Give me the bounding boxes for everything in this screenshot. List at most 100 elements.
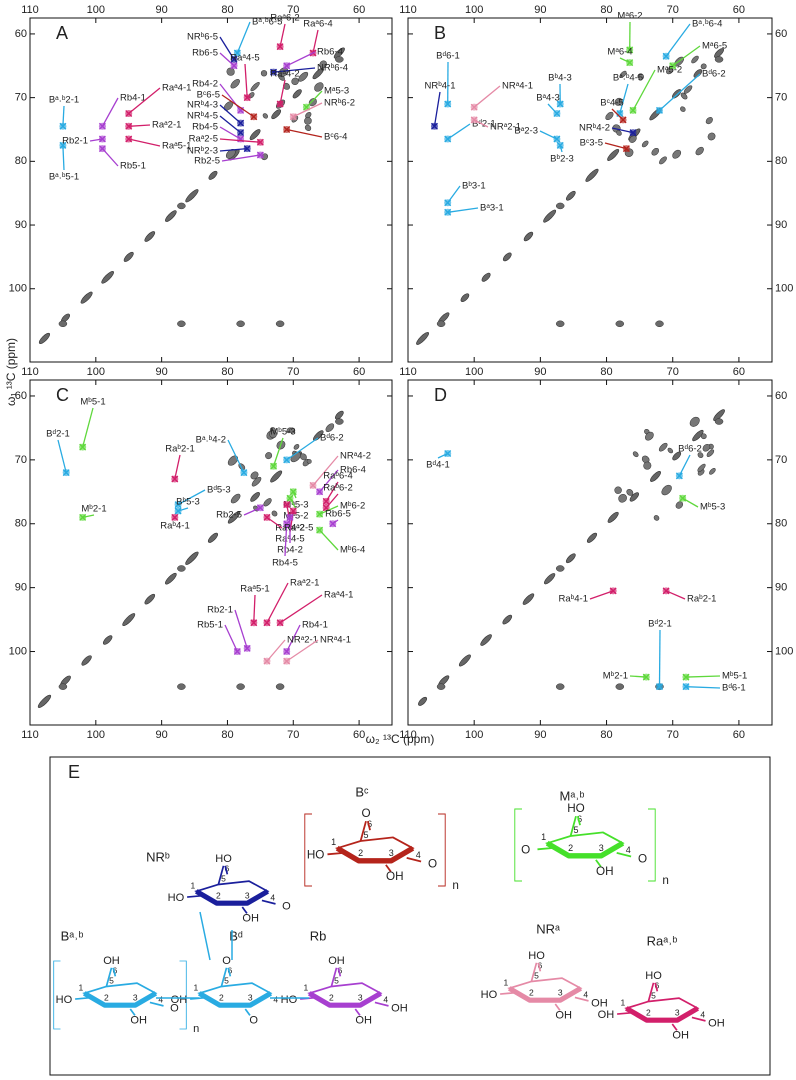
peak-label: Mᵇ5-1 — [722, 671, 747, 682]
substituent: HO — [168, 892, 185, 904]
peak-label: Bᵈ5-3 — [207, 485, 231, 496]
diagonal-contour — [185, 189, 199, 203]
substituent-bond — [691, 1016, 706, 1022]
peak-cross — [444, 100, 452, 108]
atom-number: 4 — [270, 892, 275, 902]
cluster-contour — [306, 458, 312, 464]
leader-line — [332, 519, 339, 525]
ring-front — [335, 845, 415, 864]
cluster-contour — [632, 451, 639, 458]
peak-label: Mᵇ6-2 — [340, 501, 365, 512]
leader-line — [62, 145, 65, 171]
peak-cross — [98, 135, 106, 143]
leader-line — [234, 609, 248, 649]
peak-cross — [609, 587, 617, 595]
atom-number: 6 — [538, 960, 543, 970]
residue-name: Raᵃ˒ᵇ — [647, 933, 678, 948]
y-tick-label: 60 — [15, 28, 27, 40]
diagonal-contour — [101, 270, 114, 284]
substituent: OH — [386, 870, 404, 883]
substituent-bond — [617, 1011, 632, 1015]
peak-contour — [58, 320, 68, 328]
diagonal-contour — [250, 492, 260, 502]
leader-line — [433, 91, 441, 127]
peak-contour — [177, 202, 186, 210]
peak-contour — [236, 683, 245, 690]
peak-cross — [283, 125, 291, 133]
cluster-contour — [653, 515, 660, 521]
peak-cross — [171, 475, 179, 483]
peak-cross — [62, 469, 70, 477]
leader-line — [128, 87, 161, 115]
cluster-contour — [641, 140, 649, 148]
leader-line — [89, 138, 103, 142]
substituent-bond — [112, 967, 117, 977]
peak-label: Raᵃ6-4 — [303, 19, 332, 30]
leader-line — [177, 507, 189, 512]
substituent: OH — [591, 998, 608, 1010]
diagonal-contour — [650, 471, 661, 482]
leader-line — [665, 590, 686, 600]
leader-line — [266, 639, 286, 662]
peak-label: Rb4-1 — [120, 93, 146, 104]
substituent-bond — [406, 857, 422, 863]
repeat-bracket — [514, 808, 656, 882]
peak-contour — [555, 320, 565, 328]
y-tick-label: 100 — [9, 283, 27, 295]
peak-label: Bᵃ˒ᵇ6-5 — [252, 17, 282, 28]
atom-number: 5 — [534, 971, 539, 981]
cluster-contour — [702, 443, 711, 452]
peak-label: Raᵃ5-1 — [162, 141, 191, 152]
x-tick-label: 80 — [221, 729, 233, 741]
y-tick-label: 70 — [15, 92, 27, 104]
peak-label: Rb2-1 — [62, 136, 88, 147]
peak-label: Bᶜ4-5 — [600, 98, 623, 109]
peak-label: NRᵃ4-1 — [320, 635, 351, 646]
diagonal-contour — [713, 409, 725, 422]
peak-contour — [177, 565, 186, 572]
peak-cross — [322, 497, 330, 505]
peak-contour — [714, 56, 724, 63]
atom-number: 5 — [651, 991, 656, 1001]
x-tick-label: 100 — [87, 4, 105, 16]
diagonal-contour — [227, 511, 241, 524]
leader-line — [473, 119, 489, 128]
y-tick-label: 90 — [15, 219, 27, 231]
peak-label: Mᵇ5-3 — [270, 427, 295, 438]
substituent: HO — [281, 994, 298, 1006]
atom-number: 2 — [646, 1008, 651, 1018]
x-tick-label: 90 — [156, 729, 168, 741]
substituent: O — [428, 857, 437, 870]
peak-label: Bᵇ4-3 — [548, 73, 572, 84]
peak-cross — [444, 449, 452, 457]
leader-line — [219, 52, 235, 67]
cluster-contour — [697, 463, 706, 472]
diagonal-contour — [102, 635, 113, 645]
diagonal-contour — [208, 170, 218, 180]
peak-label: Bᵇ5-3 — [176, 497, 200, 508]
atom-number: 2 — [104, 993, 109, 1003]
leader-line — [82, 407, 94, 448]
substituent: OH — [242, 912, 259, 924]
leader-line — [279, 23, 286, 47]
panel-label: A — [56, 23, 68, 43]
peak-label: Raᵃ5-1 — [240, 584, 269, 595]
c6-bond — [359, 820, 367, 842]
x-tick-label: 110 — [21, 4, 39, 16]
diagonal-contour — [692, 429, 704, 442]
c6-bond — [647, 982, 655, 1002]
atom-number: 1 — [331, 837, 336, 847]
leader-line — [273, 67, 316, 73]
atom-number: 6 — [113, 965, 118, 975]
cluster-contour — [289, 427, 296, 434]
repeat-bracket — [53, 960, 187, 1030]
leader-line — [312, 29, 319, 54]
cluster-contour — [304, 124, 312, 132]
peak-label: Bᵃ˒ᵇ5-1 — [49, 172, 79, 183]
substituent: HO — [481, 989, 498, 1001]
diagonal-contour — [271, 109, 282, 120]
cluster-contour — [616, 130, 622, 136]
peak-label: Bᵃ˒ᵇ4-5 — [613, 73, 643, 84]
